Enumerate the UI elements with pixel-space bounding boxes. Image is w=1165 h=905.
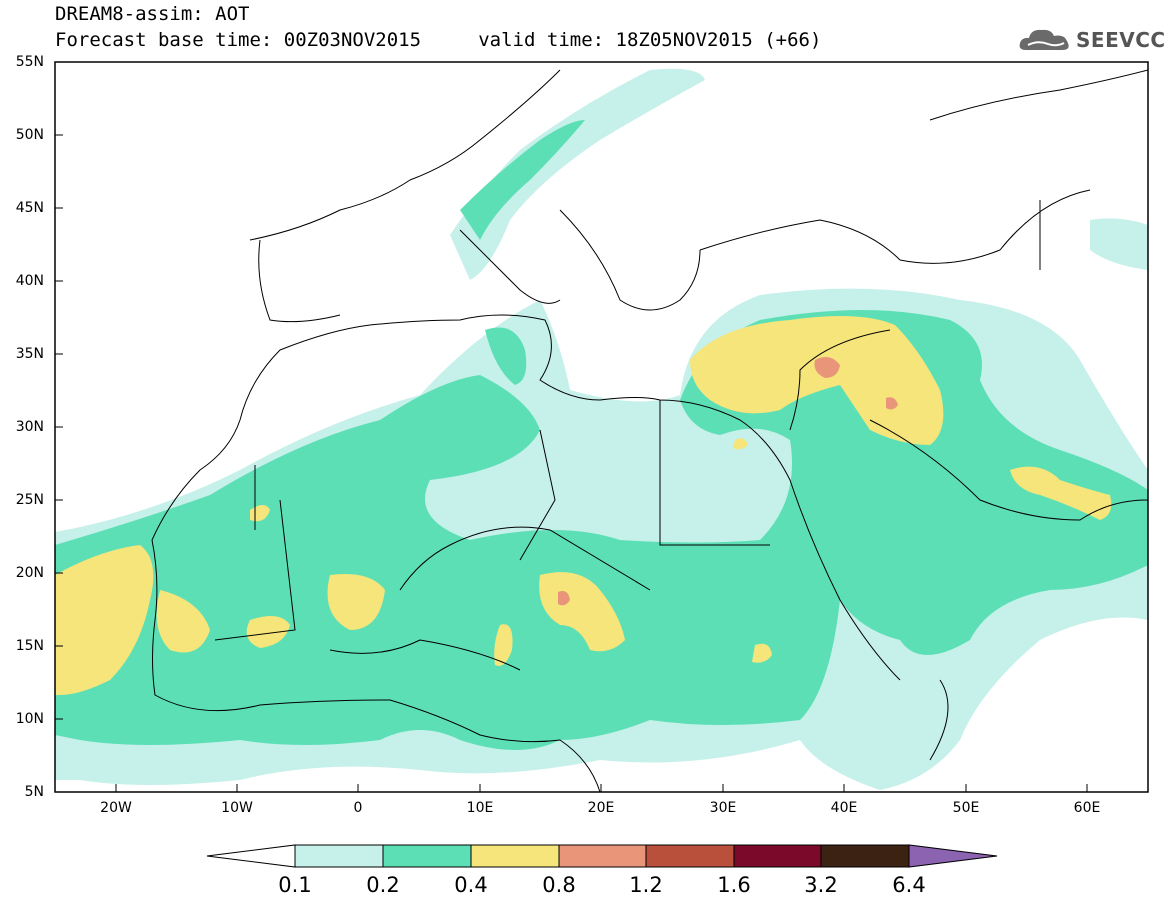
- lat-tick-label: 15N: [15, 638, 44, 654]
- lat-tick-label: 35N: [15, 346, 44, 362]
- aot-band-0.4-0.8: [55, 316, 1112, 695]
- lon-tick-label: 20E: [587, 800, 615, 816]
- lat-tick-label: 25N: [15, 492, 44, 508]
- lon-tick-label: 0: [353, 800, 363, 816]
- colorbar-label: 0.4: [454, 873, 488, 897]
- colorbar-segment: [382, 844, 472, 868]
- lat-tick-label: 55N: [15, 54, 44, 70]
- colorbar-label: 1.6: [717, 873, 751, 897]
- colorbar-segment: [294, 844, 384, 868]
- forecast-time-line: Forecast base time: 00Z03NOV2015 valid t…: [55, 29, 822, 51]
- colorbar-label: 0.2: [366, 873, 400, 897]
- cloud-icon: [1019, 29, 1069, 50]
- lon-tick-label: 10E: [466, 800, 494, 816]
- colorbar-under-arrow: [206, 844, 296, 868]
- map-title: DREAM8-assim: AOT: [55, 3, 250, 25]
- colorbar-label: 6.4: [892, 873, 926, 897]
- colorbar-segment: [733, 844, 822, 868]
- colorbar-segment: [645, 844, 735, 868]
- colorbar-segment: [470, 844, 560, 868]
- lon-tick-label: 60E: [1073, 800, 1101, 816]
- logo-text: SEEVCCC: [1076, 28, 1165, 52]
- lat-tick-label: 10N: [15, 711, 44, 727]
- lon-tick-label: 10W: [221, 800, 253, 816]
- lat-tick-label: 5N: [24, 784, 44, 800]
- aot-contours: [55, 68, 1148, 792]
- colorbar-label: 3.2: [804, 873, 838, 897]
- lat-tick-label: 50N: [15, 127, 44, 143]
- colorbar-over-arrow: [908, 844, 998, 868]
- colorbar-label: 1.2: [629, 873, 663, 897]
- colorbar-segment: [820, 844, 910, 868]
- axis-ticks: [55, 61, 1088, 792]
- lat-tick-label: 40N: [15, 273, 44, 289]
- coastlines: [151, 69, 1148, 792]
- colorbar: [206, 844, 998, 868]
- lat-tick-label: 45N: [15, 200, 44, 216]
- seevccc-logo: SEEVCCC: [1018, 26, 1165, 54]
- lon-tick-label: 50E: [952, 800, 980, 816]
- lat-tick-label: 30N: [15, 419, 44, 435]
- lon-tick-label: 40E: [830, 800, 858, 816]
- colorbar-label: 0.1: [278, 873, 312, 897]
- colorbar-segment: [558, 844, 647, 868]
- aot-band-0.8-1.2: [558, 356, 898, 606]
- lon-tick-label: 30E: [709, 800, 737, 816]
- lat-tick-label: 20N: [15, 565, 44, 581]
- colorbar-label: 0.8: [542, 873, 576, 897]
- lon-tick-label: 20W: [100, 800, 132, 816]
